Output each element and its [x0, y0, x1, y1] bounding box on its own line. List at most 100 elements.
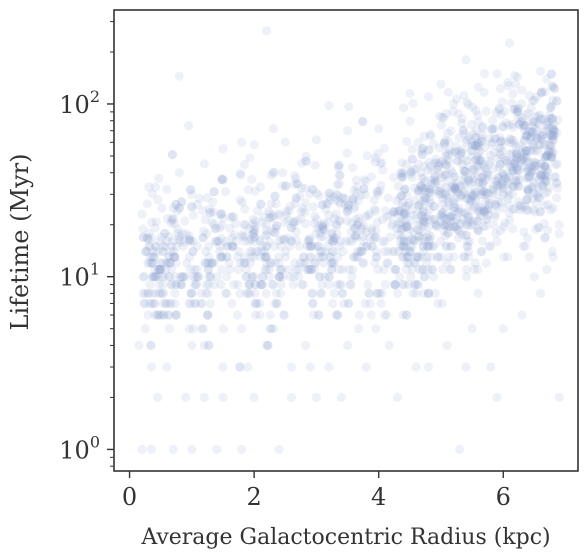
- data-point: [490, 212, 500, 222]
- data-point: [305, 362, 315, 372]
- data-point: [442, 340, 452, 350]
- data-point: [433, 252, 443, 262]
- data-point: [545, 144, 555, 154]
- data-point: [489, 124, 500, 134]
- data-point: [483, 195, 493, 205]
- data-point: [269, 167, 279, 177]
- data-point: [357, 246, 367, 257]
- data-point: [411, 362, 421, 372]
- data-point: [186, 288, 197, 298]
- data-point: [269, 324, 279, 334]
- data-point: [375, 288, 385, 298]
- data-point: [512, 165, 523, 175]
- data-point: [435, 111, 445, 121]
- data-point: [177, 229, 187, 239]
- data-point: [542, 118, 552, 128]
- data-point: [527, 182, 537, 193]
- data-point: [249, 392, 259, 402]
- data-point: [166, 298, 176, 309]
- data-point: [146, 340, 156, 350]
- data-point: [423, 241, 433, 251]
- data-point: [469, 185, 479, 195]
- data-point: [154, 173, 164, 183]
- data-point: [397, 191, 407, 201]
- data-point: [464, 215, 474, 225]
- data-point: [512, 107, 523, 117]
- data-point: [338, 246, 348, 257]
- data-point: [516, 99, 527, 109]
- data-point: [482, 205, 492, 215]
- data-point: [513, 151, 523, 161]
- data-point: [137, 444, 147, 454]
- data-point: [193, 272, 203, 282]
- data-point: [354, 217, 364, 227]
- data-point: [417, 150, 427, 160]
- data-point: [257, 218, 267, 228]
- data-point: [306, 241, 316, 251]
- data-point: [160, 241, 170, 251]
- data-point: [450, 184, 460, 195]
- data-point: [410, 183, 420, 193]
- data-point: [535, 207, 545, 217]
- data-point: [380, 206, 391, 216]
- data-point: [543, 167, 553, 177]
- data-point: [421, 213, 431, 223]
- data-point: [318, 252, 329, 262]
- data-point: [493, 180, 503, 190]
- data-point: [509, 104, 519, 114]
- data-point: [531, 92, 541, 102]
- data-point: [177, 197, 187, 207]
- data-point: [269, 241, 279, 251]
- data-point: [201, 288, 211, 298]
- data-point: [334, 160, 344, 170]
- data-point: [446, 241, 456, 251]
- data-point: [520, 156, 530, 167]
- data-point: [342, 207, 352, 217]
- data-point: [222, 252, 232, 262]
- data-point: [335, 170, 345, 181]
- data-point: [467, 140, 477, 150]
- data-point: [218, 213, 228, 223]
- data-point: [306, 252, 316, 262]
- data-point: [523, 184, 533, 195]
- data-point: [276, 280, 286, 290]
- data-point: [358, 258, 368, 268]
- data-point: [485, 198, 495, 208]
- data-point: [274, 272, 284, 282]
- data-point: [348, 196, 358, 206]
- data-point: [439, 220, 449, 230]
- data-point: [505, 215, 515, 225]
- data-point: [436, 120, 446, 130]
- data-point: [237, 137, 247, 147]
- data-point: [442, 258, 452, 268]
- data-point: [456, 192, 466, 202]
- data-point: [176, 280, 186, 290]
- data-point: [458, 144, 468, 155]
- data-point: [155, 264, 165, 275]
- data-point: [245, 280, 255, 290]
- data-point: [422, 182, 432, 192]
- data-point: [518, 120, 529, 130]
- data-point: [237, 324, 247, 334]
- data-point: [478, 123, 488, 133]
- data-point: [424, 145, 434, 155]
- data-point: [257, 272, 267, 282]
- data-point: [144, 258, 154, 268]
- data-point: [322, 199, 332, 209]
- data-point: [170, 218, 180, 229]
- data-point: [450, 193, 460, 204]
- data-point: [376, 180, 386, 191]
- data-point: [165, 258, 175, 268]
- data-point: [370, 157, 380, 167]
- data-point: [503, 173, 513, 183]
- data-point: [227, 233, 237, 243]
- data-point: [448, 99, 458, 109]
- data-point: [237, 444, 247, 454]
- data-point: [249, 140, 259, 150]
- data-point: [512, 104, 522, 114]
- data-point: [473, 226, 483, 236]
- data-point: [418, 143, 428, 154]
- data-point: [512, 165, 523, 175]
- data-point: [354, 310, 364, 320]
- data-point: [528, 181, 539, 191]
